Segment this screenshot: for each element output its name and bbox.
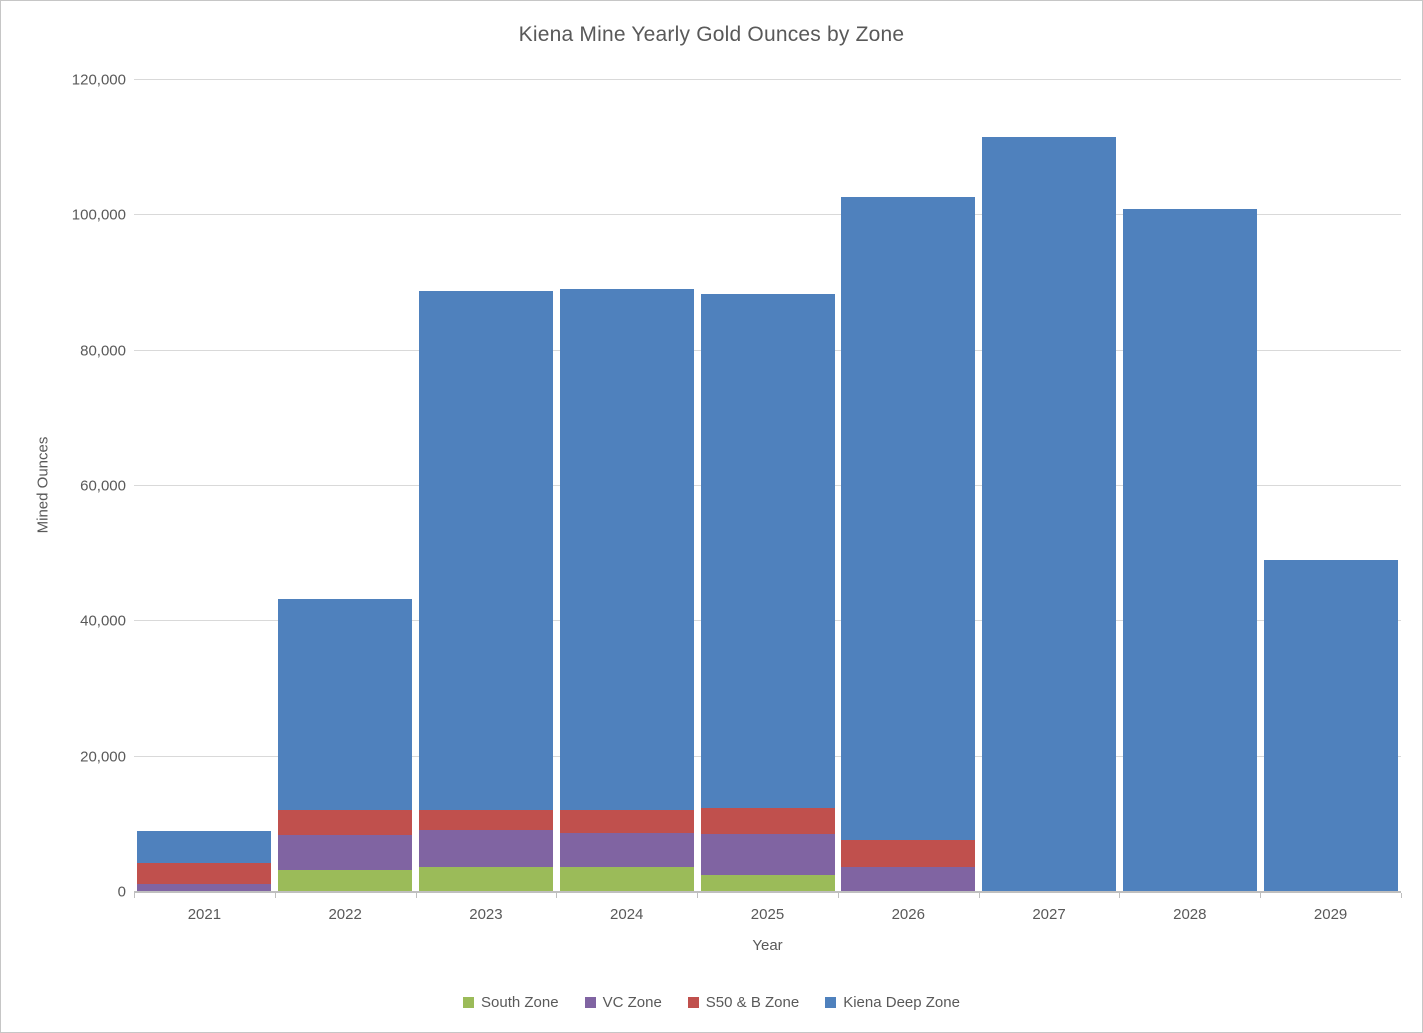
y-tick-label: 40,000 bbox=[80, 612, 126, 630]
bar-segment-2022-south-zone bbox=[278, 870, 413, 891]
x-axis-tick bbox=[274, 893, 276, 898]
x-axis-tick bbox=[415, 893, 417, 898]
bar-segment-2022-vc-zone bbox=[278, 834, 413, 870]
y-tick-label: 120,000 bbox=[71, 71, 126, 89]
y-tick-label: 60,000 bbox=[80, 477, 126, 495]
x-axis-tick bbox=[1401, 893, 1402, 898]
legend-swatch-icon bbox=[584, 997, 596, 1008]
y-tick-label: 80,000 bbox=[80, 342, 126, 360]
bar-segment-2021-s50-b-zone bbox=[137, 863, 272, 885]
x-axis-title: Year bbox=[752, 937, 783, 954]
x-tick-label: 2025 bbox=[750, 906, 785, 923]
x-tick-label: 2028 bbox=[1173, 906, 1207, 923]
legend: South Zone VC Zone S50 & B Zone Kiena Deep … bbox=[1, 994, 1422, 1011]
bar-segment-2023-kiena-deep-zone bbox=[418, 291, 553, 810]
bar-segment-2021-kiena-deep-zone bbox=[137, 830, 272, 864]
legend-item-s50-b-zone: S50 & B Zone bbox=[687, 994, 800, 1011]
x-tick-label: 2029 bbox=[1313, 906, 1348, 923]
x-tick-label: 2024 bbox=[610, 906, 644, 923]
x-tick-label: 2023 bbox=[469, 906, 503, 923]
y-tick-label: 0 bbox=[117, 883, 126, 901]
x-axis-tick bbox=[978, 893, 980, 898]
x-axis-line bbox=[134, 891, 1401, 893]
x-tick-label: 2022 bbox=[328, 906, 362, 923]
bar-segment-2024-vc-zone bbox=[559, 832, 694, 867]
chart-title: Kiena Mine Yearly Gold Ounces by Zone bbox=[518, 23, 905, 46]
legend-label: S50 & B Zone bbox=[705, 994, 800, 1011]
legend-item-vc-zone: VC Zone bbox=[584, 994, 662, 1011]
legend-swatch-icon bbox=[463, 997, 475, 1008]
bar-segment-2023-s50-b-zone bbox=[418, 809, 553, 831]
x-axis-tick bbox=[134, 893, 135, 898]
x-axis-tick bbox=[556, 893, 558, 898]
legend-swatch-icon bbox=[687, 997, 699, 1008]
x-tick-label: 2026 bbox=[891, 906, 925, 923]
bar-segment-2025-s50-b-zone bbox=[700, 807, 835, 835]
x-axis-tick bbox=[1260, 893, 1262, 898]
gridline bbox=[134, 214, 1401, 216]
y-tick-label: 100,000 bbox=[71, 206, 126, 224]
bar-segment-2029-kiena-deep-zone bbox=[1263, 560, 1398, 891]
bar-segment-2025-south-zone bbox=[700, 875, 835, 891]
x-axis-tick bbox=[1119, 893, 1121, 898]
bar-segment-2025-kiena-deep-zone bbox=[700, 293, 835, 808]
bar-segment-2026-vc-zone bbox=[841, 866, 976, 891]
bar-segment-2023-south-zone bbox=[418, 866, 553, 891]
legend-label: VC Zone bbox=[602, 994, 662, 1011]
bar-segment-2026-kiena-deep-zone bbox=[841, 197, 976, 840]
gridline bbox=[134, 79, 1401, 80]
x-axis-tick bbox=[837, 893, 839, 898]
legend-label: South Zone bbox=[481, 994, 559, 1011]
bar-segment-2022-s50-b-zone bbox=[278, 810, 413, 835]
x-axis-tick bbox=[697, 893, 699, 898]
bar-segment-2023-vc-zone bbox=[418, 830, 553, 867]
bar-segment-2024-south-zone bbox=[559, 866, 694, 891]
y-tick-label: 20,000 bbox=[80, 748, 126, 766]
x-tick-label: 2021 bbox=[187, 906, 222, 923]
legend-label: Kiena Deep Zone bbox=[843, 994, 960, 1011]
bar-segment-2024-kiena-deep-zone bbox=[559, 289, 694, 811]
bar-segment-2024-s50-b-zone bbox=[559, 810, 694, 833]
legend-item-south-zone: South Zone bbox=[463, 994, 559, 1011]
bar-segment-2028-kiena-deep-zone bbox=[1122, 208, 1257, 891]
bar-segment-2021-vc-zone bbox=[137, 884, 272, 891]
bar-segment-2027-kiena-deep-zone bbox=[982, 136, 1117, 891]
bar-segment-2022-kiena-deep-zone bbox=[278, 599, 413, 811]
bar-segment-2026-s50-b-zone bbox=[841, 839, 976, 867]
bar-segment-2025-vc-zone bbox=[700, 834, 835, 876]
x-tick-label: 2027 bbox=[1032, 906, 1066, 923]
legend-item-kiena-deep-zone: Kiena Deep Zone bbox=[825, 994, 960, 1011]
legend-swatch-icon bbox=[825, 997, 837, 1008]
